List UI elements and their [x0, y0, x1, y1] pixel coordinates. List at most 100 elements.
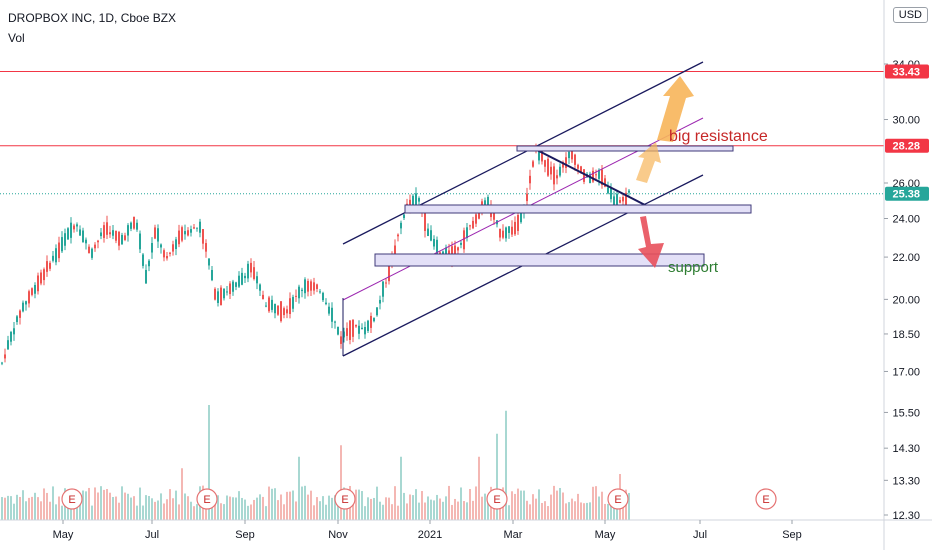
volume-bar: [316, 497, 318, 520]
volume-bar: [424, 502, 426, 520]
volume-bar: [433, 500, 435, 520]
volume-bar: [160, 493, 162, 520]
time-tick-label: Sep: [235, 529, 255, 541]
candle-body: [430, 230, 432, 241]
candle-body: [310, 281, 312, 291]
volume-bar: [43, 488, 45, 520]
volume-bar: [367, 497, 369, 520]
price-label: 25.38: [892, 189, 920, 201]
volume-bar: [616, 502, 618, 520]
volume-bar: [280, 494, 282, 520]
volume-bar: [85, 491, 87, 520]
candle-body: [328, 306, 330, 314]
volume-bar: [181, 468, 183, 520]
time-tick-label: May: [595, 529, 616, 541]
volume-bar: [226, 495, 228, 520]
volume-bar: [352, 500, 354, 520]
volume-bar: [136, 505, 138, 520]
candle-body: [25, 301, 27, 305]
volume-bar: [385, 497, 387, 520]
volume-bar: [466, 502, 468, 520]
volume-bar: [154, 501, 156, 520]
earnings-marker-label: E: [68, 494, 75, 506]
volume-bars: [1, 405, 630, 520]
volume-bar: [571, 498, 573, 520]
candle-body: [475, 214, 477, 224]
candle-body: [355, 325, 357, 327]
candle-body: [268, 297, 270, 312]
volume-bar: [76, 503, 78, 520]
candle-body: [109, 232, 111, 235]
candle-body: [340, 336, 342, 344]
volume-bar: [19, 496, 21, 520]
candle-body: [271, 299, 273, 310]
volume-bar: [544, 501, 546, 520]
volume-bar: [391, 504, 393, 520]
candle-body: [103, 225, 105, 238]
volume-bar: [175, 490, 177, 520]
candle-body: [298, 286, 300, 299]
volume-bar: [445, 496, 447, 520]
candle-body: [154, 227, 156, 239]
volume-bar: [565, 503, 567, 520]
volume-bar: [541, 502, 543, 520]
candle-body: [166, 256, 168, 259]
candle-body: [28, 291, 30, 304]
candle-body: [589, 173, 591, 183]
candle-body: [169, 252, 171, 254]
volume-bar: [112, 497, 114, 520]
candle-body: [493, 212, 495, 220]
volume-bar: [463, 501, 465, 520]
candle-body: [445, 247, 447, 259]
candle-body: [178, 230, 180, 245]
earnings-marker: [61, 488, 83, 510]
volume-bar: [553, 485, 555, 520]
volume-bar: [16, 494, 18, 520]
candle-body: [157, 228, 159, 242]
volume-bar: [556, 490, 558, 520]
volume-bar: [139, 487, 141, 520]
candle-body: [502, 230, 504, 238]
candle-body: [289, 298, 291, 314]
volume-bar: [538, 489, 540, 520]
volume-bar: [151, 498, 153, 520]
candle-body: [397, 234, 399, 237]
volume-bar: [277, 500, 279, 520]
candle-body: [313, 282, 315, 291]
candle-body: [238, 275, 240, 287]
volume-bar: [430, 499, 432, 520]
candle-body: [316, 284, 318, 289]
price-tick-label: 15.50: [892, 407, 920, 419]
volume-bar: [235, 497, 237, 520]
candle-body: [286, 309, 288, 314]
candle-body: [295, 295, 297, 297]
volume-bar: [460, 487, 462, 520]
candle-body: [556, 175, 558, 179]
volume-bar: [172, 498, 174, 520]
volume-bar: [169, 489, 171, 520]
volume-bar: [109, 492, 111, 520]
volume-bar: [334, 495, 336, 520]
volume-bar: [322, 496, 324, 520]
volume-bar: [319, 501, 321, 520]
volume-bar: [496, 433, 498, 520]
candle-body: [403, 214, 405, 219]
volume-bar: [25, 501, 27, 520]
candle-body: [565, 157, 567, 168]
volume-bar: [328, 495, 330, 520]
candle-body: [274, 303, 276, 314]
volume-bar: [340, 445, 342, 520]
arrow-up-small: [636, 142, 661, 183]
currency-button[interactable]: USD: [892, 7, 928, 23]
volume-bar: [307, 494, 309, 520]
candle-body: [283, 308, 285, 316]
candle-body: [46, 261, 48, 272]
candle-body: [193, 227, 195, 229]
volume-bar: [595, 486, 597, 520]
volume-bar: [487, 500, 489, 520]
candle-body: [43, 269, 45, 281]
candle-body: [619, 200, 621, 203]
candle-body: [574, 154, 576, 165]
candle-body: [196, 227, 198, 229]
